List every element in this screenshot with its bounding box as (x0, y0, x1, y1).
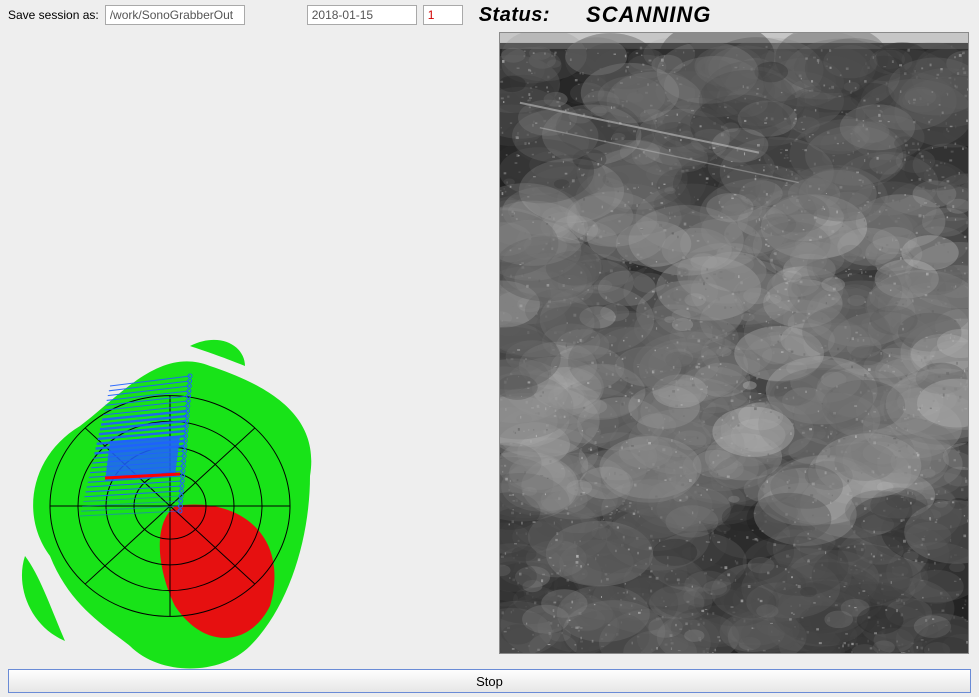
ultrasound-frame (499, 32, 969, 654)
session-date-input[interactable] (307, 5, 417, 25)
session-number-input[interactable] (423, 5, 463, 25)
session-path-input[interactable] (105, 5, 245, 25)
status-label: Status: (479, 4, 550, 27)
status-value: SCANNING (586, 2, 711, 28)
bullseye-3d-view[interactable] (10, 306, 350, 666)
save-session-label: Save session as: (8, 8, 99, 22)
stop-button[interactable]: Stop (8, 669, 971, 693)
